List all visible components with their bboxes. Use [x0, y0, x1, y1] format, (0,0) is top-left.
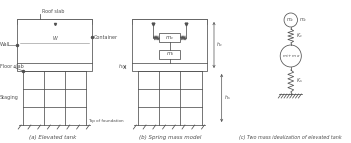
- Text: $m_i$: $m_i$: [166, 50, 174, 58]
- Circle shape: [284, 13, 298, 27]
- Text: Roof slab: Roof slab: [41, 9, 64, 14]
- Text: Wall: Wall: [0, 42, 11, 47]
- Text: $m_c$: $m_c$: [299, 16, 308, 24]
- Text: $h_c$: $h_c$: [216, 41, 223, 49]
- Bar: [17, 19, 92, 71]
- Text: $m_c$: $m_c$: [286, 16, 295, 24]
- Text: $h_i$: $h_i$: [118, 62, 124, 72]
- Text: $K_s$: $K_s$: [296, 77, 303, 86]
- Bar: [132, 19, 207, 71]
- Text: Container: Container: [94, 35, 118, 40]
- Text: Top of foundation: Top of foundation: [88, 119, 124, 123]
- Text: (a) Elevated tank: (a) Elevated tank: [29, 135, 77, 140]
- Text: (b) Spring mass model: (b) Spring mass model: [139, 135, 201, 140]
- Text: Staging: Staging: [0, 96, 19, 101]
- Bar: [132, 19, 207, 24]
- Text: W: W: [52, 35, 57, 40]
- Bar: [159, 33, 180, 42]
- Text: $m_c$: $m_c$: [165, 34, 174, 42]
- Text: $h_s$: $h_s$: [224, 94, 230, 102]
- Bar: [159, 50, 180, 59]
- Circle shape: [280, 45, 301, 67]
- Bar: [17, 19, 92, 24]
- Text: Floor slab: Floor slab: [0, 64, 24, 69]
- Text: $K_c$: $K_c$: [296, 32, 303, 40]
- Text: (c) Two mass idealization of elevated tank: (c) Two mass idealization of elevated ta…: [239, 135, 342, 140]
- Text: $m_i+m_w$: $m_i+m_w$: [282, 52, 300, 60]
